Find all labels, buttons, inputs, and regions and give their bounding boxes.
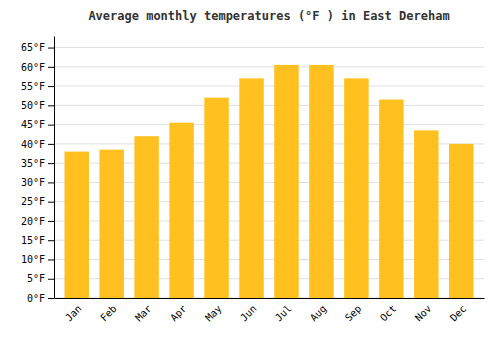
tick: 5°F <box>27 273 54 284</box>
tick-label: Mar <box>133 303 154 324</box>
tick-mark <box>48 86 54 87</box>
tick: Sep <box>343 298 364 324</box>
tick: May <box>203 298 224 324</box>
bar <box>64 152 88 298</box>
title: Average monthly temperatures (°F ) in Ea… <box>88 9 449 23</box>
grid-line <box>54 105 484 106</box>
tick-mark <box>48 259 54 260</box>
tick-mark <box>48 125 54 126</box>
tick: Apr <box>168 298 189 324</box>
tick-label: Oct <box>378 303 399 324</box>
axis-line <box>54 37 55 299</box>
tick-label: Dec <box>448 303 469 324</box>
bar <box>99 150 123 298</box>
tick: 40°F <box>21 139 54 150</box>
bar <box>169 123 193 298</box>
tick-label: 55°F <box>21 81 45 92</box>
tick: Aug <box>308 298 329 324</box>
bar <box>274 65 298 298</box>
bar <box>449 144 473 298</box>
tick-label: Feb <box>98 303 119 324</box>
tick-label: 0°F <box>27 293 45 304</box>
grid-line <box>54 47 484 48</box>
chart: 0°F 5°F 10°F 15°F 20°F 25°F 30°F 35°F 40°F 45°F 50… <box>0 0 500 350</box>
tick-label: 50°F <box>21 100 45 111</box>
tick: 60°F <box>21 62 54 73</box>
grid-line <box>54 66 484 67</box>
tick-mark <box>48 221 54 222</box>
tick: 30°F <box>21 177 54 188</box>
tick-mark <box>48 163 54 164</box>
tick: 65°F <box>21 42 54 53</box>
tick-label: 10°F <box>21 254 45 265</box>
tick: Dec <box>448 298 469 324</box>
axis-line <box>55 298 485 299</box>
tick-mark <box>48 105 54 106</box>
tick: 10°F <box>21 254 54 265</box>
grid-line <box>54 124 484 125</box>
tick: Mar <box>133 298 154 324</box>
tick-mark <box>48 48 54 49</box>
tick: Jan <box>63 298 84 324</box>
bar <box>344 78 368 298</box>
grid <box>54 48 484 298</box>
tick: 25°F <box>21 196 54 207</box>
y-axis: 0°F 5°F 10°F 15°F 20°F 25°F 30°F 35°F 40°F 45°F 50… <box>21 37 55 304</box>
tick-label: 60°F <box>21 62 45 73</box>
tick-label: 15°F <box>21 235 45 246</box>
tick-label: 25°F <box>21 196 45 207</box>
bar <box>204 98 228 298</box>
tick-label: Jul <box>273 303 294 324</box>
tick-mark <box>48 202 54 203</box>
bar <box>309 65 333 298</box>
tick-label: Sep <box>343 303 364 324</box>
tick: Jul <box>273 298 294 324</box>
tick-mark <box>48 67 54 68</box>
tick: 55°F <box>21 81 54 92</box>
x-axis: Jan Feb Mar Apr May Jun Jul Aug Sep Oct Nov Dec <box>55 298 485 324</box>
tick-label: 30°F <box>21 177 45 188</box>
bar <box>239 78 263 298</box>
tick: 15°F <box>21 235 54 246</box>
bar <box>379 100 403 298</box>
bars <box>64 65 473 298</box>
tick-label: Apr <box>168 303 189 324</box>
tick-label: 45°F <box>21 119 45 130</box>
tick-label: Jun <box>238 303 259 324</box>
tick-mark <box>48 240 54 241</box>
bar <box>414 130 438 298</box>
tick-label: 35°F <box>21 158 45 169</box>
tick: Feb <box>98 298 119 324</box>
tick-mark <box>48 182 54 183</box>
tick: Jun <box>238 298 259 324</box>
tick-mark <box>48 144 54 145</box>
grid-line <box>54 86 484 87</box>
tick-mark <box>48 298 54 299</box>
tick-label: 65°F <box>21 42 45 53</box>
tick: 20°F <box>21 216 54 227</box>
tick-label: Aug <box>308 303 329 324</box>
tick-label: Nov <box>413 303 434 324</box>
tick-label: Jan <box>63 303 84 324</box>
tick: Nov <box>413 298 434 324</box>
tick-label: May <box>203 303 224 324</box>
tick-label: 40°F <box>21 139 45 150</box>
tick-label: 20°F <box>21 216 45 227</box>
bar <box>134 136 158 298</box>
tick: 0°F <box>27 293 54 304</box>
tick: Oct <box>378 298 399 324</box>
plot: 0°F 5°F 10°F 15°F 20°F 25°F 30°F 35°F 40°F 45°F 50… <box>21 37 485 324</box>
tick: 35°F <box>21 158 54 169</box>
tick: 50°F <box>21 100 54 111</box>
tick-mark <box>48 279 54 280</box>
tick-label: 5°F <box>27 273 45 284</box>
tick: 45°F <box>21 119 54 130</box>
